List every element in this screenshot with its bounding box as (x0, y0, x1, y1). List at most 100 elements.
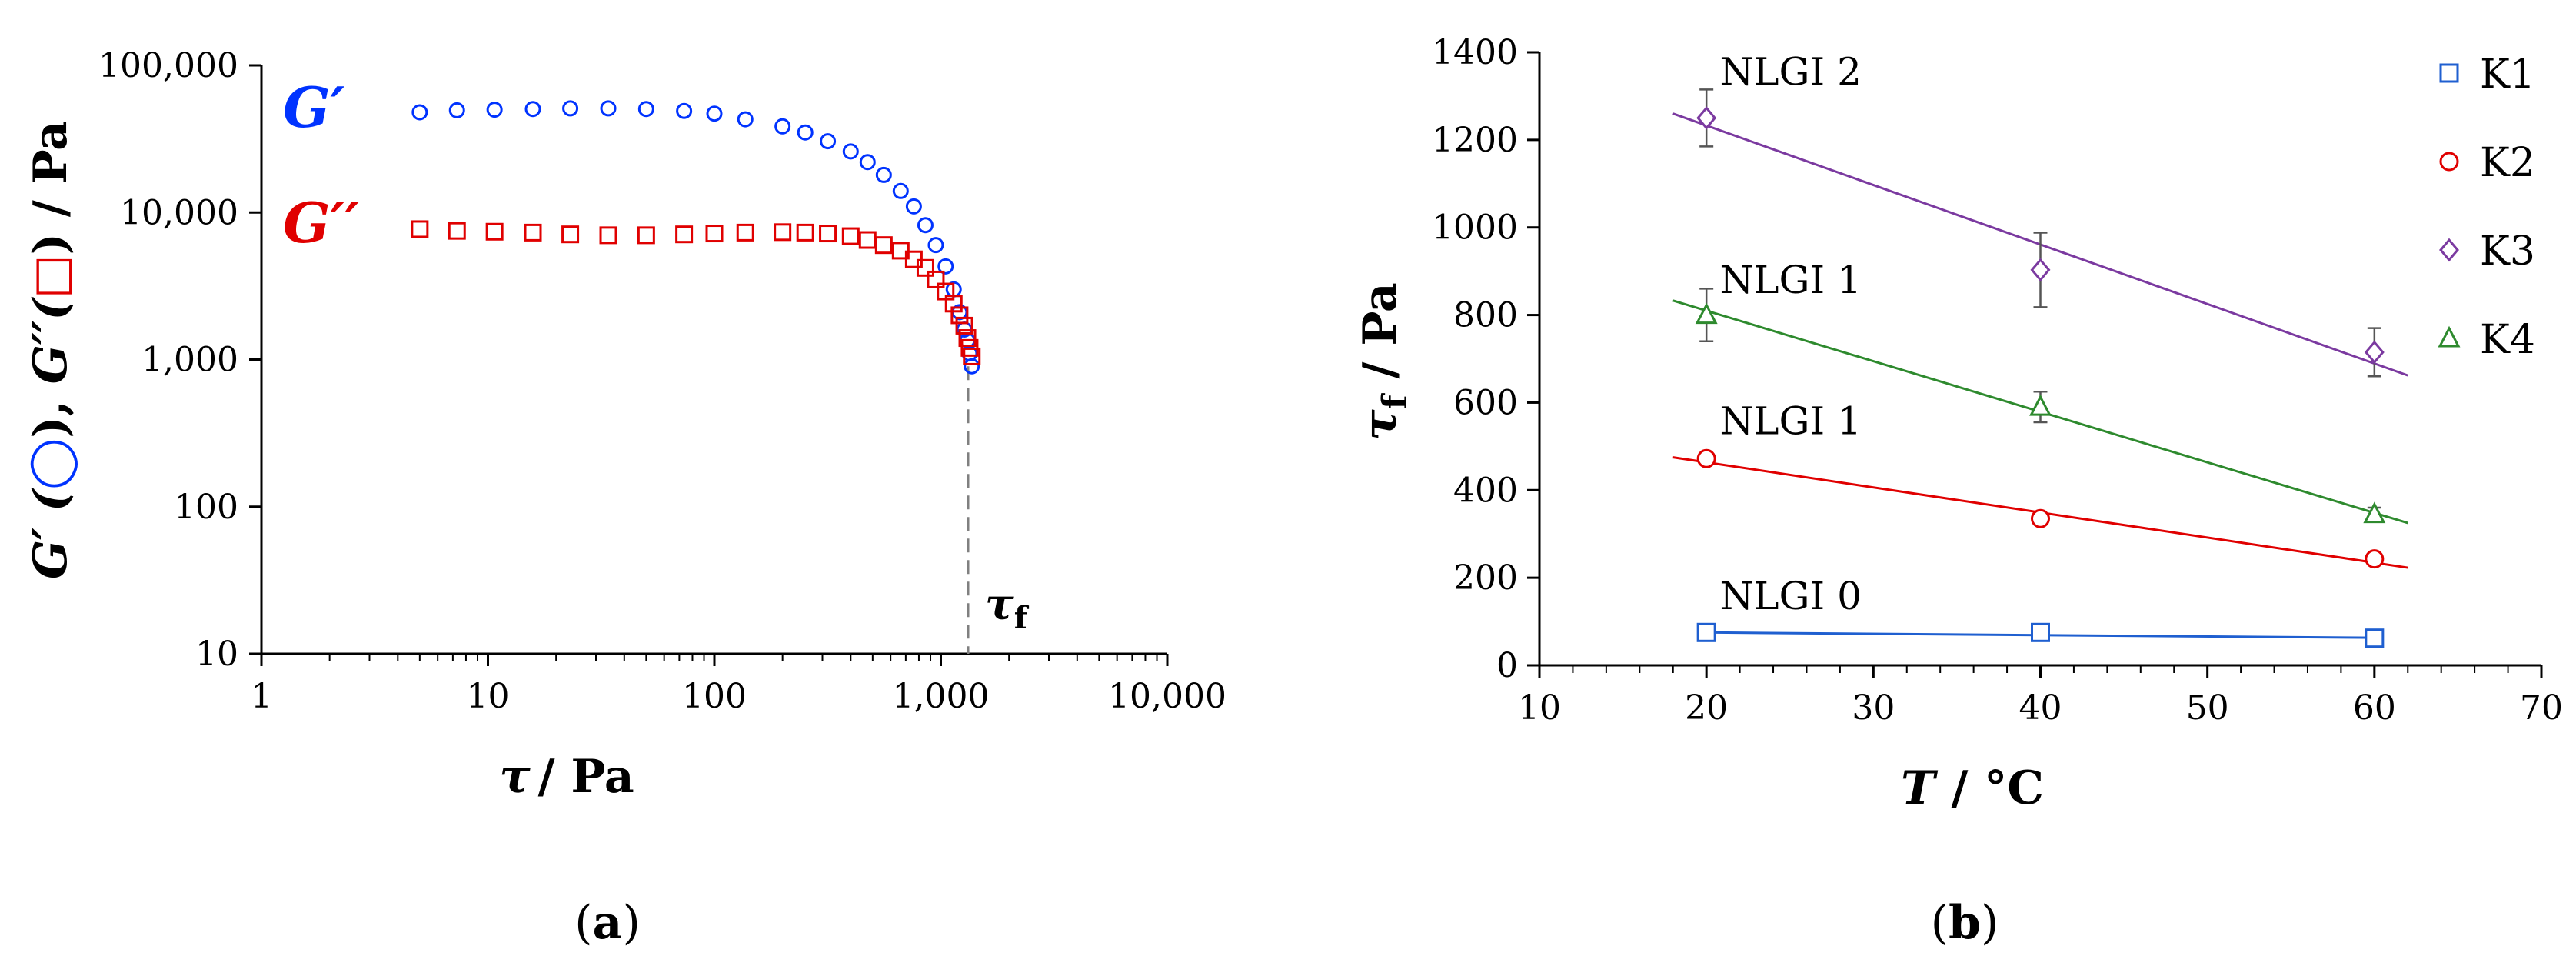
y-tick-label: 100,000 (98, 46, 238, 85)
x-tick-label: 1 (251, 677, 272, 716)
panel-b-ticks: 10 20 30 40 50 60 70 0 200 400 600 800 1000 1200 1400 (1432, 33, 2563, 728)
x-tick-label: 10 (467, 677, 510, 716)
b-x-tick-label: 50 (2186, 688, 2229, 728)
b-x-tick-label: 60 (2353, 688, 2396, 728)
gprime-point (706, 105, 723, 122)
gprime-point (774, 118, 791, 135)
gprime-point (524, 101, 541, 118)
gdoubleprime-point (874, 236, 893, 255)
panel-a-data-points (411, 100, 981, 375)
k3-point (1696, 106, 1717, 130)
legend-label-k4: K4 (2480, 317, 2535, 363)
y-tick-label: 10,000 (120, 193, 238, 232)
panel-b-legend: K1 K2 K3 K4 (2438, 52, 2535, 363)
k3-point (2030, 258, 2051, 282)
b-y-title-unit: / Pa (1353, 282, 1407, 395)
y-title-gprime: G′ ( (24, 488, 78, 579)
legend-marker-k2 (2439, 152, 2459, 172)
tau-f-subscript: f (1014, 600, 1030, 636)
k2-point (2031, 508, 2050, 528)
panel-b: 10 20 30 40 50 60 700200400600800100012001400 … (1353, 33, 2563, 950)
x-tick-label: 100 (682, 677, 747, 716)
gdoubleprime-point (841, 227, 860, 245)
caption-a-letter: a (593, 896, 623, 950)
x-tick-label: 1,000 (893, 677, 990, 716)
gprime-point (797, 124, 814, 141)
gdoubleprime-point (955, 316, 973, 335)
gprime-point (562, 100, 579, 117)
gdoubleprime-point (958, 329, 977, 348)
caption-a-close: ) (622, 896, 640, 950)
x-title-unit: / Pa (538, 750, 634, 804)
k4-point (1695, 302, 1718, 325)
gdoubleprime-series-label: G′′ (283, 190, 359, 255)
gprime-point (964, 358, 980, 375)
gprime-point (637, 101, 654, 118)
legend-label-k2: K2 (2480, 140, 2535, 186)
gdoubleprime-point (916, 258, 934, 277)
tau-f-symbol: τ (985, 579, 1014, 630)
panel-a-caption: (a) (574, 896, 641, 950)
y-title-gdoubleprime: G′′( (24, 297, 78, 385)
gdoubleprime-point (485, 222, 504, 241)
gprime-point (486, 102, 503, 118)
gdoubleprime-point (796, 223, 814, 242)
gprime-point (600, 100, 617, 117)
gdoubleprime-point (963, 347, 981, 365)
caption-b-open: ( (1931, 896, 1949, 950)
panel-b-axes (1538, 52, 2541, 667)
panel-b-x-axis-title: T / °C (1901, 761, 2044, 815)
gprime-point (859, 154, 876, 171)
gdoubleprime-point (561, 225, 580, 244)
b-x-tick-label: 30 (1852, 688, 1895, 728)
legend-marker-k3 (2439, 238, 2459, 262)
gdoubleprime-point (448, 222, 466, 240)
b-y-title-subscript: f (1376, 392, 1415, 409)
gdoubleprime-point (599, 226, 617, 245)
k2-point (1696, 448, 1716, 468)
gprime-point (937, 258, 954, 275)
b-x-tick-label: 20 (1685, 688, 1728, 728)
panel-b-fit-lines (1672, 112, 2408, 639)
b-y-tick-label: 800 (1453, 296, 1518, 335)
gdoubleprime-point (819, 225, 837, 243)
panel-b-error-bars (1699, 88, 2381, 644)
panel-b-y-axis-title: τf / Pa (1353, 282, 1415, 440)
caption-b-letter: b (1949, 896, 1981, 950)
panel-a-x-axis-title: τ / Pa (499, 750, 634, 804)
y-title-circle-symbol: ◯ (24, 438, 78, 490)
b-x-tick-label: 10 (1518, 688, 1561, 728)
legend-label-k3: K3 (2480, 228, 2535, 275)
x-tick-label: 10,000 (1108, 677, 1226, 716)
y-title-sep: ), (24, 384, 78, 438)
gprime-point (448, 102, 465, 118)
nlgi-label: NLGI 0 (1720, 574, 1862, 618)
gdoubleprime-point (411, 220, 429, 238)
k1-point (2031, 622, 2050, 642)
gdoubleprime-point (675, 225, 694, 244)
gprime-point (737, 111, 754, 128)
y-tick-label: 100 (174, 488, 238, 527)
panel-a-axes (260, 65, 1167, 655)
b-x-tick-label: 40 (2019, 688, 2062, 728)
gprime-point (676, 102, 693, 119)
b-y-title-tau: τ (1353, 409, 1407, 441)
gdoubleprime-point (637, 226, 655, 245)
b-x-title-T: T (1901, 761, 1939, 815)
nlgi-label: NLGI 1 (1720, 398, 1862, 443)
gdoubleprime-point (944, 295, 963, 313)
k3-point (2364, 340, 2385, 365)
gdoubleprime-point (858, 231, 877, 249)
legend-marker-k1 (2439, 63, 2459, 83)
k4-point (2363, 501, 2386, 524)
nlgi-label: NLGI 1 (1720, 258, 1862, 302)
nlgi-label: NLGI 2 (1720, 50, 1862, 95)
b-y-tick-label: 1400 (1432, 33, 1518, 72)
gprime-point (892, 182, 909, 199)
b-y-tick-label: 1000 (1432, 208, 1518, 248)
b-y-tick-label: 400 (1453, 471, 1518, 510)
b-y-tick-label: 600 (1453, 383, 1518, 422)
legend-marker-k4 (2438, 325, 2461, 348)
panel-b-data-points (1695, 106, 2386, 648)
